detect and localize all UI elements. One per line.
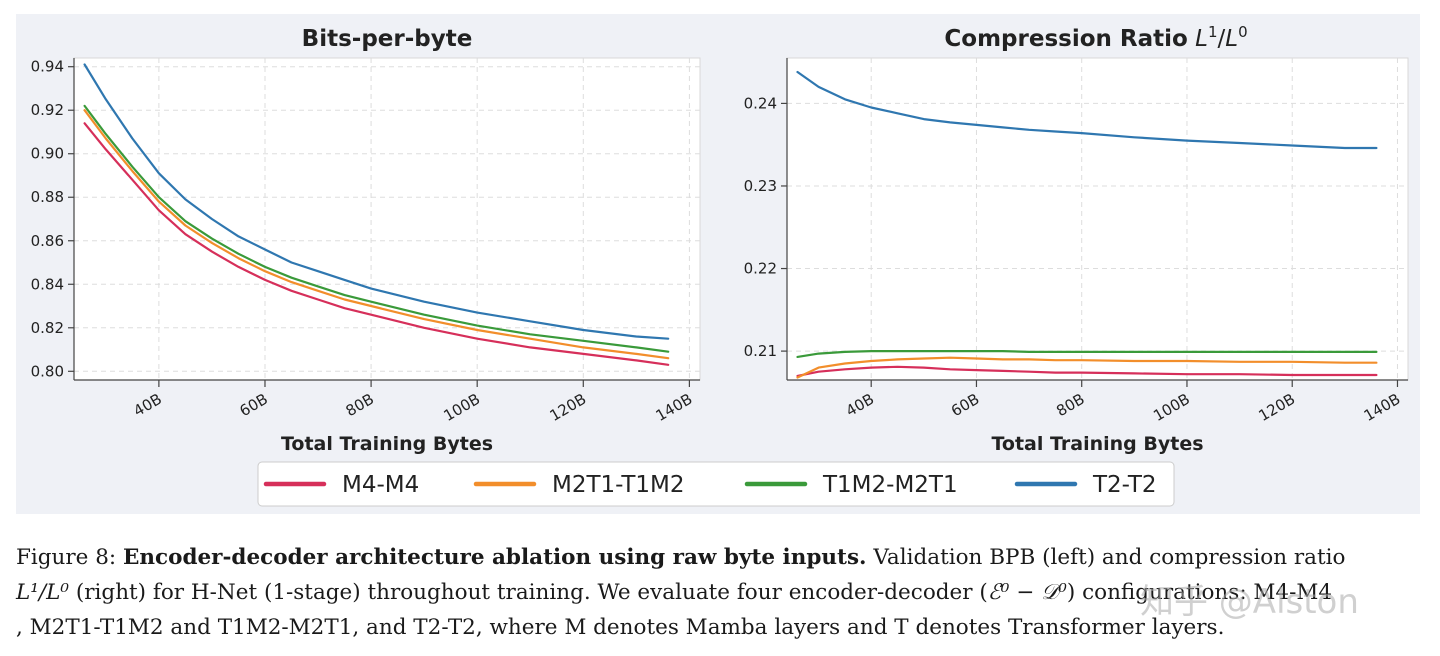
caption-line1-rest: Validation BPB (left) and compression ra… xyxy=(873,545,1346,570)
y-tick-label: 0.21 xyxy=(744,342,777,360)
x-tick-label: 120B xyxy=(547,390,590,425)
caption-math-ratio: L¹/L⁰ xyxy=(16,580,70,605)
figure-caption: Figure 8: Encoder-decoder architecture a… xyxy=(16,540,1424,645)
legend-label: T2-T2 xyxy=(1092,472,1157,498)
legend-label: M4-M4 xyxy=(342,472,419,498)
legend: M4-M4 M2T1-T1M2 T1M2-M2T1 T2-T2 xyxy=(257,461,1175,507)
legend-label: T1M2-M2T1 xyxy=(822,472,958,498)
x-tick-label: 100B xyxy=(440,390,483,425)
x-axis-label: Total Training Bytes xyxy=(991,433,1203,455)
y-tick-label: 0.90 xyxy=(31,145,64,163)
y-tick-label: 0.22 xyxy=(744,260,777,278)
series-line-m4-m4 xyxy=(796,365,1378,377)
caption-line-3: , M2T1-T1M2 and T1M2-M2T1, and T2-T2, wh… xyxy=(16,615,1225,640)
plot-area xyxy=(786,57,1409,381)
series-line-t2-t2 xyxy=(796,70,1378,150)
figure: 40B 60B 80B 100B 120B 140B 0.80 0.82 0.84 0.86 0.8… xyxy=(16,14,1420,514)
bpb-chart: 40B 60B 80B 100B 120B 140B 0.80 0.82 0.84 0.86 0.8… xyxy=(31,26,701,455)
y-tick-label: 0.82 xyxy=(31,319,64,337)
legend-frame xyxy=(257,461,1175,507)
y-tick-label: 0.94 xyxy=(31,58,64,76)
chart-title: Bits-per-byte xyxy=(302,26,473,52)
x-tick-label: 120B xyxy=(1256,390,1299,425)
series-line-m4-m4 xyxy=(83,122,670,366)
caption-bold: Encoder-decoder architecture ablation us… xyxy=(123,545,867,570)
caption-math-enc-dec: ℰ⁰ − 𝒟⁰ xyxy=(987,580,1067,605)
series-line-m2t1-t1m2 xyxy=(83,109,670,360)
x-tick-label: 40B xyxy=(843,390,877,420)
compression-chart: 40B 60B 80B 100B 120B 140B 0.21 0.22 0.23 0.24 Com… xyxy=(744,23,1409,455)
chart-title: Compression Ratio L1/L0 xyxy=(944,23,1247,52)
x-tick-label: 60B xyxy=(237,390,271,420)
x-tick-label: 80B xyxy=(1053,390,1087,420)
series-line-t2-t2 xyxy=(83,63,670,340)
caption-line2-a: (right) for H-Net (1-stage) throughout t… xyxy=(75,580,988,605)
y-tick-label: 0.92 xyxy=(31,101,64,119)
caption-line-2: L¹/L⁰ (right) for H-Net (1-stage) throug… xyxy=(16,575,1424,610)
y-tick-label: 0.24 xyxy=(744,94,777,112)
x-tick-label: 100B xyxy=(1150,390,1193,425)
series-line-t1m2-m2t1 xyxy=(796,350,1378,358)
x-tick-label: 140B xyxy=(1361,390,1404,425)
caption-line2-b: ) configurations: M4-M4 xyxy=(1066,580,1333,605)
x-axis-label: Total Training Bytes xyxy=(281,433,493,455)
x-tick-label: 140B xyxy=(653,390,696,425)
x-tick-label: 40B xyxy=(130,390,164,420)
x-tick-label: 80B xyxy=(343,390,377,420)
legend-label: M2T1-T1M2 xyxy=(552,472,685,498)
chart-canvas: 40B 60B 80B 100B 120B 140B 0.80 0.82 0.84 0.86 0.8… xyxy=(31,23,1409,507)
y-tick-label: 0.23 xyxy=(744,177,777,195)
series-line-t1m2-m2t1 xyxy=(83,104,670,353)
y-tick-label: 0.80 xyxy=(31,362,64,380)
y-tick-label: 0.84 xyxy=(31,275,64,293)
y-tick-label: 0.86 xyxy=(31,232,64,250)
series-line-m2t1-t1m2 xyxy=(796,356,1378,379)
caption-label: Figure 8: xyxy=(16,545,117,570)
y-tick-label: 0.88 xyxy=(31,188,64,206)
x-tick-label: 60B xyxy=(948,390,982,420)
caption-line-1: Figure 8: Encoder-decoder architecture a… xyxy=(16,540,1424,575)
